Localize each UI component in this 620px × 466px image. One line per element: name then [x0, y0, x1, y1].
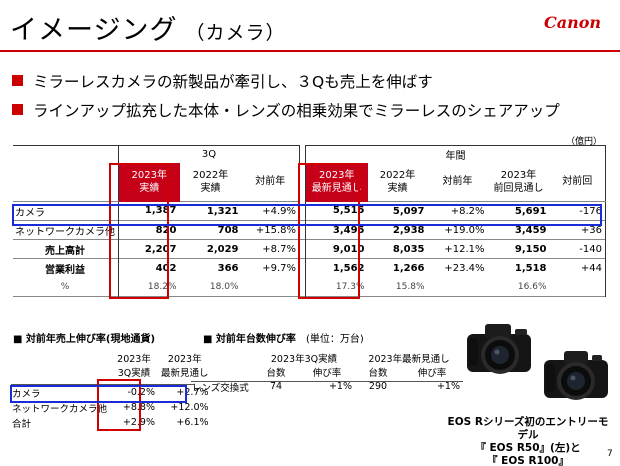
- page-title: イメージング （カメラ）: [10, 8, 285, 47]
- ug-group-2: 2023年最新見通し: [368, 354, 450, 365]
- group-year: 年間: [305, 145, 606, 163]
- unit-growth-table: 2023年3Q実績 2023年最新見通し 台数 伸び率 台数 伸び率 レンズ交換…: [191, 351, 463, 394]
- table-row: 営業利益 402 366 +9.7% 1,562 1,266 +23.4% 1,…: [13, 258, 606, 278]
- lg-col-2: 2023年 最新見通し: [161, 354, 209, 379]
- table-row: % 18.2% 18.0% 17.3% 15.8% 16.6%: [13, 277, 606, 297]
- local-growth-title: ■ 対前年売上伸び率(現地通貨): [13, 334, 156, 345]
- table-row: 売上高計 2,207 2,029 +8.7% 9,010 8,035 +12.1…: [13, 239, 606, 259]
- camera-eos-r50-icon: [467, 324, 531, 374]
- highlight-lg-camera-row: [10, 385, 187, 403]
- highlight-camera-row: [12, 204, 602, 226]
- unit-growth-unit: (単位：万台): [305, 334, 364, 345]
- title-main: イメージング: [10, 15, 178, 46]
- col-y-2022: 2022年 実績: [367, 162, 428, 202]
- table-column-header: 台数 伸び率 台数 伸び率: [266, 368, 447, 379]
- table-row: ネットワークカメラ他 +8.8% +12.0%: [12, 402, 209, 415]
- table-row: カメラ 1,387 1,321 +4.9% 5,515 5,097 +8.2% …: [13, 201, 606, 221]
- table-group-header: 2023年3Q実績 2023年最新見通し: [191, 351, 463, 365]
- col-q-2022: 2022年 実績: [179, 162, 242, 202]
- title-subtitle: （カメラ）: [185, 22, 286, 44]
- title-divider: [0, 50, 620, 52]
- table-row: 合計 +2.9% +6.1%: [12, 417, 209, 430]
- col-y-vsprev: 対前回: [549, 162, 606, 202]
- unit-note: （億円）: [566, 137, 603, 147]
- bullet-1-text: ミラーレスカメラの新製品が牽引し、３Qも売上を伸ばす: [33, 73, 433, 91]
- ug-group-1: 2023年3Q実績: [270, 354, 338, 365]
- highlight-lg-col: [97, 379, 141, 431]
- canon-logo: Canon: [544, 13, 602, 32]
- col-y-2023: 2023年 最新見通し: [305, 162, 368, 202]
- unit-growth-title: ■ 対前年台数伸び率 (単位：万台): [203, 334, 364, 345]
- bullet-1: ミラーレスカメラの新製品が牽引し、３Qも売上を伸ばす: [12, 70, 433, 92]
- page-number: 7: [607, 449, 613, 459]
- highlight-3q-2023: [109, 163, 169, 299]
- table-row: カメラ -0.2% +2.7%: [12, 387, 209, 400]
- table-column-header: 2023年 3Q実績 2023年 最新見通し: [11, 351, 212, 379]
- lg-divider: [11, 384, 194, 385]
- local-growth-table: 2023年 3Q実績 2023年 最新見通し カメラ -0.2% +2.7% ネット…: [11, 351, 212, 430]
- col-y-yoy: 対前年: [427, 162, 488, 202]
- red-square-icon: [12, 75, 23, 86]
- highlight-year-2023: [298, 163, 360, 299]
- lg-col-1: 2023年 3Q実績: [117, 354, 151, 379]
- col-q-yoy: 対前年: [241, 162, 300, 202]
- red-square-icon: [12, 104, 23, 115]
- camera-eos-r100-icon: [544, 351, 608, 400]
- ug-divider: [191, 381, 463, 382]
- bullet-2: ラインアップ拡充した本体・レンズの相乗効果でミラーレスのシェアアップ: [12, 99, 560, 121]
- camera-caption: EOS Rシリーズ初のエントリーモデル 『 EOS R50』(左)と 『 EOS…: [447, 416, 609, 466]
- bullet-2-text: ラインアップ拡充した本体・レンズの相乗効果でミラーレスのシェアアップ: [33, 102, 560, 120]
- table-row: レンズ交換式 74 +1% 290 +1%: [192, 381, 460, 394]
- table-group-header: 3Q 年間: [13, 145, 606, 163]
- col-y-prev: 2023年 前回見通し: [487, 162, 550, 202]
- col-q-2023: 2023年 実績: [118, 162, 180, 202]
- group-3q: 3Q: [118, 145, 300, 163]
